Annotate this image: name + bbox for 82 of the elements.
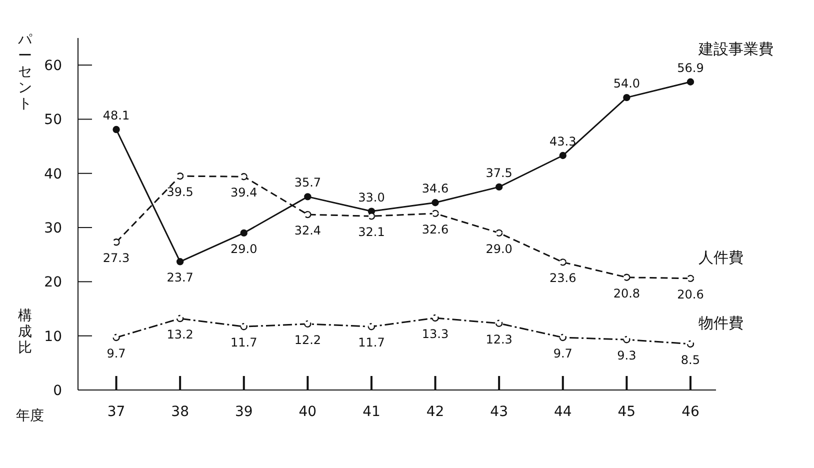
point: [304, 210, 312, 218]
data-label: 13.2: [166, 328, 194, 342]
data-label: 9.3: [617, 348, 636, 363]
data-label: 43.3: [550, 134, 576, 149]
data-label: 12.3: [486, 332, 512, 346]
x-tick-label: 39: [234, 404, 253, 420]
point: [240, 229, 248, 237]
point: [176, 314, 184, 322]
point: [686, 274, 694, 282]
point: [176, 258, 184, 266]
point: [623, 94, 630, 102]
point: [559, 334, 566, 342]
data-label: 9.7: [553, 346, 572, 360]
point: [432, 199, 439, 206]
point: [112, 334, 120, 342]
data-label: 29.0: [486, 242, 512, 256]
data-label: 34.6: [422, 182, 449, 196]
point: [240, 323, 248, 330]
data-label: 11.7: [230, 336, 258, 350]
point: [495, 183, 503, 191]
y-tick-label: 40: [44, 166, 62, 182]
data-label: 12.2: [294, 332, 322, 347]
point: [368, 212, 376, 220]
x-tick-label: 40: [298, 404, 317, 420]
y-tick-label: 20: [44, 274, 62, 291]
data-label: 20.6: [677, 287, 704, 302]
data-label: 23.6: [550, 271, 576, 286]
data-label: 29.0: [230, 242, 258, 256]
y-axis-title: 構成比: [18, 308, 32, 356]
x-tick-label: 38: [171, 404, 189, 420]
x-tick-label: 46: [682, 404, 700, 420]
point: [686, 340, 694, 348]
data-label: 39.4: [230, 186, 258, 200]
point: [623, 336, 630, 344]
data-label: 56.9: [677, 60, 704, 75]
y-tick-label: 50: [44, 112, 62, 128]
point: [112, 126, 120, 134]
point: [559, 258, 566, 266]
x-tick-label: 42: [426, 404, 444, 420]
series-label: 建設事業費: [697, 40, 774, 58]
data-label: 32.6: [422, 222, 449, 236]
x-axis-title: 年度: [16, 407, 44, 425]
data-label: 48.1: [102, 108, 130, 123]
point: [240, 173, 248, 180]
point: [623, 274, 630, 281]
text: パーセント: [18, 32, 32, 112]
data-label: 8.5: [680, 352, 700, 367]
point: [368, 323, 376, 330]
point: [559, 152, 566, 160]
data-label: 20.8: [613, 286, 640, 300]
data-label: 35.7: [294, 176, 322, 190]
data-label: 54.0: [613, 76, 640, 91]
data-label: 37.5: [486, 166, 512, 180]
point: [432, 314, 439, 322]
data-label: 32.4: [294, 224, 322, 238]
y-tick-label: 30: [44, 220, 62, 237]
x-tick-label: 45: [618, 404, 636, 420]
point: [112, 238, 120, 246]
data-label: 33.0: [358, 190, 385, 204]
data-label: 27.3: [102, 251, 130, 266]
data-label: 9.7: [106, 346, 126, 360]
series-label: 物件費: [698, 314, 744, 332]
x-tick-label: 37: [107, 404, 126, 420]
x-tick-label: 41: [362, 404, 380, 420]
point: [686, 78, 694, 86]
point: [304, 193, 312, 200]
y-tick-label: 0: [53, 382, 62, 399]
point: [432, 210, 439, 218]
point: [176, 172, 184, 180]
data-label: 39.5: [166, 185, 194, 200]
data-label: 13.3: [422, 326, 449, 341]
x-tick-label: 43: [490, 404, 508, 420]
y-tick-label: 10: [44, 328, 62, 345]
data-label: 23.7: [166, 270, 194, 285]
point: [495, 320, 503, 327]
series-label: 人件費: [698, 248, 744, 266]
point: [495, 229, 503, 237]
data-label: 11.7: [358, 336, 385, 350]
x-tick-label: 44: [554, 404, 572, 420]
y-tick-label: 60: [44, 58, 62, 74]
point: [304, 320, 312, 328]
data-label: 32.1: [358, 225, 385, 240]
